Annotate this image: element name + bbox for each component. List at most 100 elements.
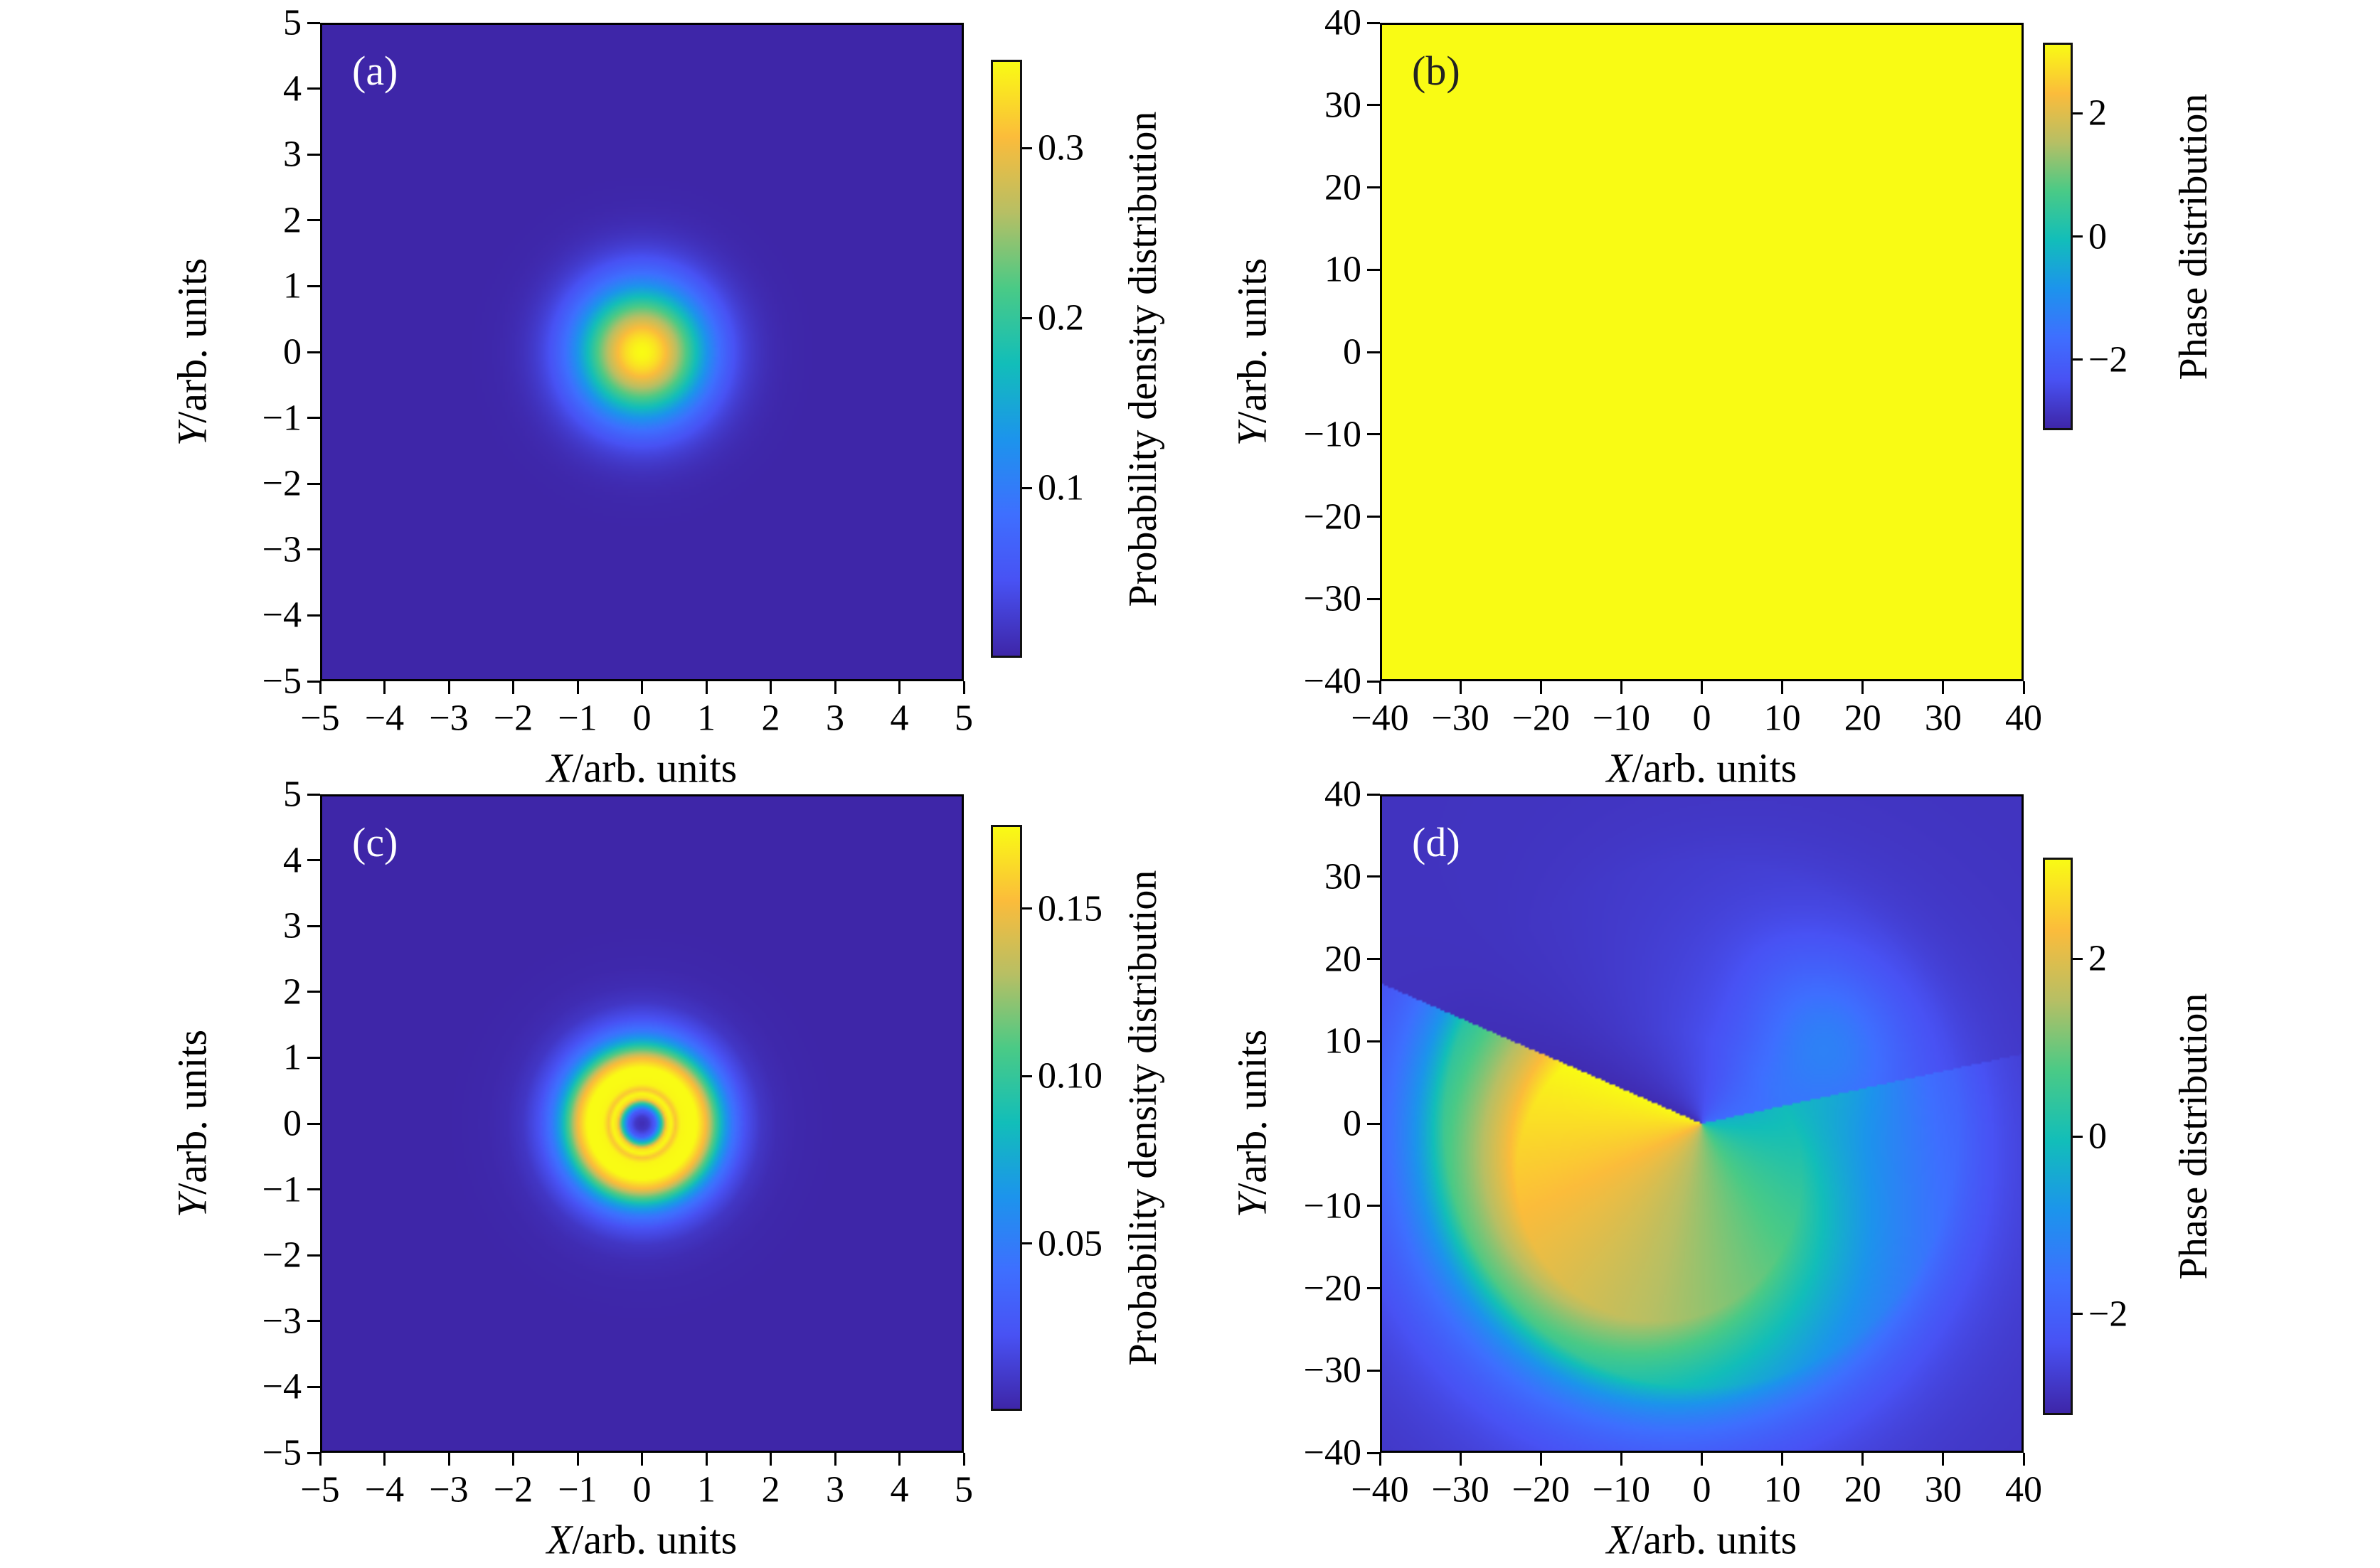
y-tick-label-b: 30 [1324, 85, 1361, 126]
y-tick-label-b: 0 [1343, 331, 1361, 373]
y-tick-label-c: 0 [283, 1103, 302, 1144]
x-axis-unit: /arb. units [1632, 1516, 1797, 1563]
x-tick-label-a: −5 [300, 698, 340, 739]
y-tick-label-d: 10 [1324, 1020, 1361, 1062]
panel-letter-a: (a) [352, 48, 398, 94]
x-axis-variable: X [1606, 745, 1632, 791]
y-axis-variable: Y [169, 1194, 216, 1218]
x-tick-label-a: 4 [890, 698, 909, 739]
colorbar-b [2043, 43, 2073, 430]
x-tick-b [1459, 681, 1462, 694]
y-axis-unit: /arb. units [1228, 257, 1275, 423]
x-tick-label-c: 5 [955, 1469, 973, 1510]
x-tick-a [641, 681, 643, 694]
y-tick-label-a: 0 [283, 331, 302, 373]
colorbar-c [991, 825, 1022, 1411]
y-tick-label-a: 2 [283, 200, 302, 241]
y-tick-label-a: −3 [262, 529, 302, 570]
y-tick-label-a: 5 [283, 2, 302, 43]
y-tick-label-b: 20 [1324, 167, 1361, 208]
x-tick-b [1701, 681, 1703, 694]
y-tick-a [307, 417, 320, 420]
y-tick-label-a: 4 [283, 68, 302, 110]
x-tick-d [1378, 1453, 1381, 1466]
x-tick-label-c: −3 [429, 1469, 469, 1510]
y-tick-label-c: −3 [262, 1301, 302, 1342]
x-tick-label-c: 1 [697, 1469, 716, 1510]
colorbar-tick-d [2073, 957, 2083, 960]
x-tick-d [1942, 1453, 1945, 1466]
y-tick-d [1367, 1040, 1380, 1042]
x-tick-c [834, 1453, 836, 1466]
x-tick-label-b: 20 [1844, 698, 1881, 739]
y-axis-label-a: Y/arb. units [169, 258, 216, 446]
y-tick-label-a: 3 [283, 134, 302, 175]
colorbar-tick-label-c: 0.15 [1038, 888, 1103, 929]
y-tick-label-c: −2 [262, 1234, 302, 1276]
x-tick-a [770, 681, 772, 694]
y-tick-a [307, 153, 320, 156]
y-tick-label-b: −30 [1303, 578, 1361, 619]
colorbar-tick-b [2073, 235, 2083, 238]
x-tick-label-a: −4 [364, 698, 405, 739]
x-tick-c [447, 1453, 450, 1466]
x-tick-d [1539, 1453, 1542, 1466]
y-tick-label-b: −20 [1303, 496, 1361, 537]
heatmap-panel-c [320, 794, 964, 1453]
y-axis-variable: Y [169, 422, 216, 447]
x-axis-label-d: X/arb. units [1607, 1516, 1797, 1564]
x-tick-b [1861, 681, 1864, 694]
x-axis-variable: X [546, 745, 573, 791]
colorbar-tick-a [1022, 316, 1032, 319]
x-tick-b [1942, 681, 1945, 694]
y-tick-label-d: −40 [1303, 1432, 1361, 1473]
y-tick-b [1367, 351, 1380, 353]
x-tick-label-b: 30 [1924, 698, 1962, 739]
y-axis-variable: Y [1228, 422, 1275, 447]
y-tick-label-b: −40 [1303, 661, 1361, 702]
colorbar-tick-label-a: 0.1 [1038, 467, 1084, 508]
colorbar-tick-b [2073, 112, 2083, 114]
colorbar-tick-a [1022, 486, 1032, 489]
x-tick-d [1781, 1453, 1784, 1466]
y-tick-b [1367, 680, 1380, 683]
y-tick-d [1367, 1451, 1380, 1454]
colorbar-tick-label-c: 0.10 [1038, 1055, 1103, 1097]
x-tick-c [576, 1453, 579, 1466]
y-tick-label-c: 4 [283, 840, 302, 881]
x-tick-label-a: 3 [826, 698, 844, 739]
x-tick-label-c: 0 [632, 1469, 652, 1510]
y-tick-label-a: −5 [262, 661, 302, 702]
colorbar-tick-label-a: 0.3 [1038, 127, 1084, 169]
x-tick-label-d: 40 [2005, 1469, 2042, 1510]
colorbar-d [2043, 858, 2073, 1415]
x-tick-label-c: 3 [826, 1469, 844, 1510]
x-tick-label-d: −10 [1592, 1469, 1651, 1510]
x-tick-c [898, 1453, 901, 1466]
colorbar-label-d: Phase distribution [2172, 993, 2216, 1280]
y-tick-label-a: −2 [262, 463, 302, 504]
x-tick-label-d: −40 [1351, 1469, 1409, 1510]
x-tick-c [512, 1453, 514, 1466]
colorbar-tick-label-d: −2 [2088, 1294, 2128, 1335]
x-tick-d [1620, 1453, 1622, 1466]
y-tick-label-a: 1 [283, 265, 302, 306]
colorbar-label-b: Phase distribution [2172, 93, 2216, 380]
x-axis-unit: /arb. units [572, 745, 738, 791]
colorbar-tick-label-b: 2 [2088, 92, 2107, 134]
x-tick-a [705, 681, 708, 694]
x-tick-label-c: 4 [890, 1469, 909, 1510]
y-tick-a [307, 284, 320, 287]
x-tick-label-b: −10 [1592, 698, 1651, 739]
y-tick-a [307, 614, 320, 617]
panel-letter-c: (c) [352, 819, 398, 865]
y-tick-b [1367, 597, 1380, 600]
x-tick-a [898, 681, 901, 694]
y-axis-unit: /arb. units [1228, 1029, 1275, 1195]
x-tick-c [319, 1453, 322, 1466]
x-tick-c [962, 1453, 965, 1466]
y-tick-d [1367, 793, 1380, 796]
y-tick-c [307, 1056, 320, 1059]
y-tick-label-a: −1 [262, 398, 302, 439]
